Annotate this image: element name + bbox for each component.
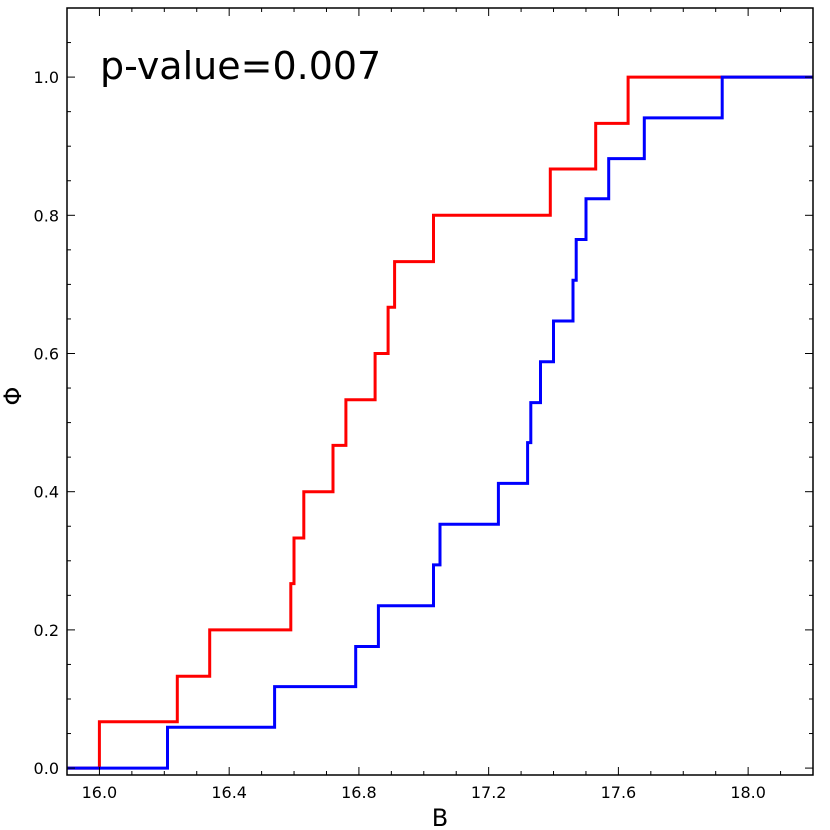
y-axis-label: Φ xyxy=(0,387,27,406)
x-axis-label: B xyxy=(432,804,448,830)
x-tick-label: 16.0 xyxy=(82,783,118,802)
y-tick-label: 1.0 xyxy=(34,68,59,87)
x-tick-label: 17.2 xyxy=(471,783,507,802)
plot-frame xyxy=(66,7,814,776)
x-tick-label: 17.6 xyxy=(601,783,637,802)
series-layer xyxy=(67,75,813,770)
series-blue-line xyxy=(67,75,813,770)
x-tick-label: 16.8 xyxy=(341,783,377,802)
y-tick-label: 0.2 xyxy=(34,621,59,640)
plot-background xyxy=(67,8,813,775)
x-tick-label: 18.0 xyxy=(730,783,766,802)
ticks-layer: 16.0 16.4 16.8 17.2 17.6 18.0 0.0 0.2 0.4 0.6 0.8 1… xyxy=(34,8,814,802)
y-tick-label: 0.8 xyxy=(34,206,59,225)
pvalue-annotation: p-value=0.007 xyxy=(100,44,381,88)
x-tick-label: 16.4 xyxy=(211,783,247,802)
y-tick-label: 0.6 xyxy=(34,344,59,363)
series-red-line xyxy=(67,75,813,770)
y-tick-label: 0.0 xyxy=(34,759,59,778)
y-tick-label: 0.4 xyxy=(34,483,59,502)
